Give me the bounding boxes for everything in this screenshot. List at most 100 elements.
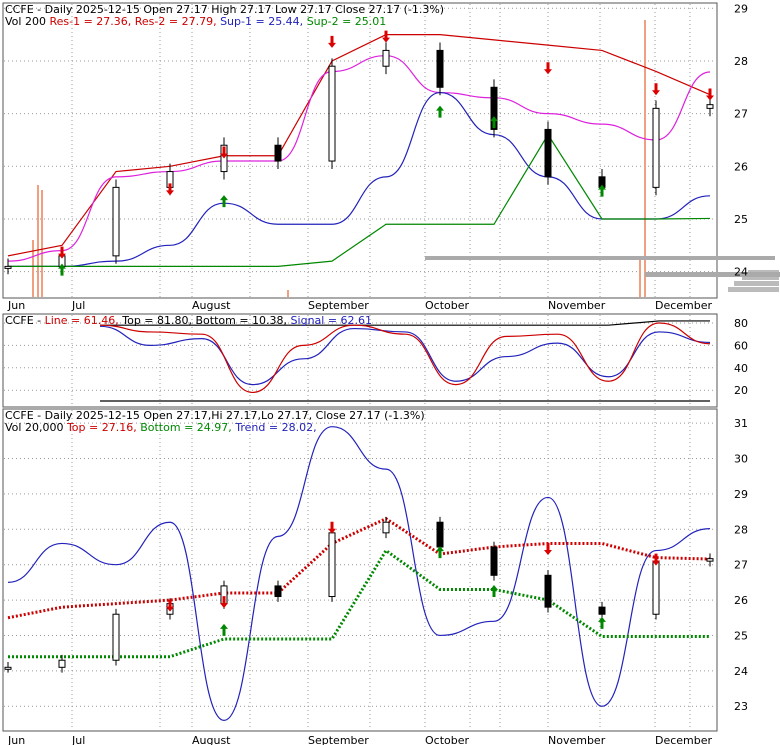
month-label: October <box>425 734 469 745</box>
up-arrow-icon <box>220 195 228 208</box>
y-tick-label: 20 <box>734 384 748 397</box>
month-label: Jul <box>71 299 85 312</box>
y-tick-label: 27 <box>734 108 748 121</box>
up-arrow-icon <box>436 105 444 118</box>
down-arrow-icon <box>220 146 228 159</box>
candle-body <box>58 659 66 668</box>
y-tick-label: 80 <box>734 317 748 330</box>
up-arrow-icon <box>436 546 444 559</box>
candles <box>4 42 714 673</box>
candle-body <box>112 613 120 661</box>
bot-top: Top = 27.16, <box>66 421 137 434</box>
month-label: August <box>192 734 231 745</box>
candle-body <box>328 532 336 598</box>
series-res2 <box>7 55 711 262</box>
month-label: Jun <box>7 299 25 312</box>
month-label: September <box>308 299 369 312</box>
series-osc-line <box>99 322 711 394</box>
candle-body <box>112 186 120 257</box>
down-arrow-icon <box>220 596 228 609</box>
bot-vol-label: Vol 20,000 <box>5 421 63 434</box>
mid-ticker: CCFE <box>5 314 34 327</box>
series-sup2 <box>8 133 711 267</box>
down-arrow-icon <box>328 35 336 48</box>
up-arrow-icon <box>490 585 498 597</box>
bot-title: - Daily 2025-12-15 Open 27.17,Hi 27.17,L… <box>34 409 425 422</box>
price-volume-bar <box>742 275 779 280</box>
up-arrow-icon <box>598 616 606 629</box>
mid-bottom: Bottom = 10.38, <box>196 314 288 327</box>
y-tick-label: 29 <box>734 2 748 15</box>
top-legend-line2: Vol 200 Res-1 = 27.36, Res-2 = 27.79, Su… <box>5 15 386 28</box>
y-tick-label: 24 <box>734 266 748 279</box>
candle-body <box>706 104 714 109</box>
y-tick-label: 27 <box>734 559 748 572</box>
y-tick-label: 25 <box>734 629 748 642</box>
down-arrow-icon <box>166 183 174 196</box>
top-vol-label: Vol 200 <box>5 15 46 28</box>
month-label: December <box>655 734 713 745</box>
axis-labels: 24 25 26 27 28 29 20 40 60 80 23 24 25 26 27 28 29 30 31 Ju… <box>7 2 748 745</box>
down-arrow-icon <box>544 543 552 555</box>
y-tick-label: 29 <box>734 488 748 501</box>
y-tick-label: 31 <box>734 417 748 430</box>
candle-body <box>274 585 282 598</box>
series-sup1 <box>7 91 711 267</box>
candle-body <box>490 546 498 576</box>
month-label: November <box>548 299 606 312</box>
month-label: December <box>655 299 713 312</box>
bot-ticker: CCFE <box>5 409 34 422</box>
candle-body <box>598 606 606 615</box>
y-tick-label: 60 <box>734 339 748 352</box>
grid-lines <box>4 4 716 730</box>
mid-line: Line = 61.46, <box>45 314 119 327</box>
top-res1: Res-1 = 27.36, <box>49 15 131 28</box>
mid-top: Top = 81.80, <box>121 314 192 327</box>
candle-body <box>436 521 444 548</box>
price-volume-bar <box>734 281 779 286</box>
panel-price-frame <box>2 2 718 299</box>
y-tick-label: 26 <box>734 594 748 607</box>
price-volume-bar <box>425 256 775 260</box>
month-label: November <box>548 734 606 745</box>
top-title: - Daily 2025-12-15 Open 27.17 High 27.17… <box>34 3 444 16</box>
bot-bottom: Bottom = 24.97, <box>140 421 232 434</box>
mid-legend: CCFE - Line = 61.46, Top = 81.80, Bottom… <box>5 314 372 327</box>
month-label: August <box>192 299 231 312</box>
y-tick-label: 40 <box>734 362 748 375</box>
up-arrow-icon <box>58 263 66 276</box>
y-tick-label: 26 <box>734 160 748 173</box>
y-tick-label: 28 <box>734 55 748 68</box>
bot-legend-line2: Vol 20,000 Top = 27.16, Bottom = 24.97, … <box>5 421 317 434</box>
series-trend <box>7 426 711 721</box>
price-volume-bar <box>728 287 779 292</box>
up-arrow-icon <box>220 623 228 636</box>
down-arrow-icon <box>544 62 552 75</box>
down-arrow-icon <box>706 88 714 101</box>
candle-body <box>436 49 444 88</box>
candle-body <box>544 128 552 178</box>
bot-trend: Trend = 28.02, <box>234 421 316 434</box>
month-label: Jun <box>7 734 25 745</box>
down-arrow-icon <box>58 246 66 259</box>
bot-legend-line1: CCFE - Daily 2025-12-15 Open 27.17,Hi 27… <box>5 409 425 422</box>
signal-arrows <box>58 30 714 636</box>
price-volume-bar <box>645 272 780 277</box>
down-arrow-icon <box>652 553 660 566</box>
top-ticker: CCFE <box>5 3 34 16</box>
candle-body <box>490 86 498 130</box>
candle-body <box>4 666 12 670</box>
up-arrow-icon <box>598 184 606 197</box>
candle-body <box>652 107 660 188</box>
candle-body <box>328 65 336 162</box>
up-arrow-icon <box>490 116 498 129</box>
candle-body <box>706 558 714 562</box>
mid-signal: Signal = 62.61 <box>291 314 373 327</box>
month-label: September <box>308 734 369 745</box>
panel-trend-frame <box>2 408 718 732</box>
top-legend-line1: CCFE - Daily 2025-12-15 Open 27.17 High … <box>5 3 444 16</box>
candle-body <box>274 144 282 162</box>
month-label: Jul <box>71 734 85 745</box>
series-lines <box>7 34 711 721</box>
